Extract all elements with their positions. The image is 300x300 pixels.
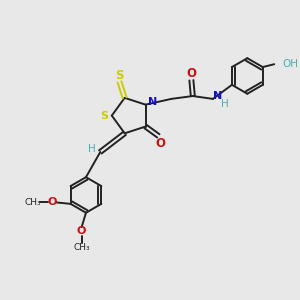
Text: S: S <box>115 69 124 82</box>
Text: O: O <box>186 67 197 80</box>
Text: CH₃: CH₃ <box>25 198 42 207</box>
Text: O: O <box>77 226 86 236</box>
Text: S: S <box>100 111 108 121</box>
Text: OH: OH <box>282 59 298 69</box>
Text: O: O <box>156 136 166 149</box>
Text: H: H <box>221 99 229 109</box>
Text: H: H <box>88 144 96 154</box>
Text: N: N <box>148 97 157 107</box>
Text: CH₃: CH₃ <box>73 243 90 252</box>
Text: N: N <box>213 91 223 101</box>
Text: O: O <box>47 197 57 207</box>
